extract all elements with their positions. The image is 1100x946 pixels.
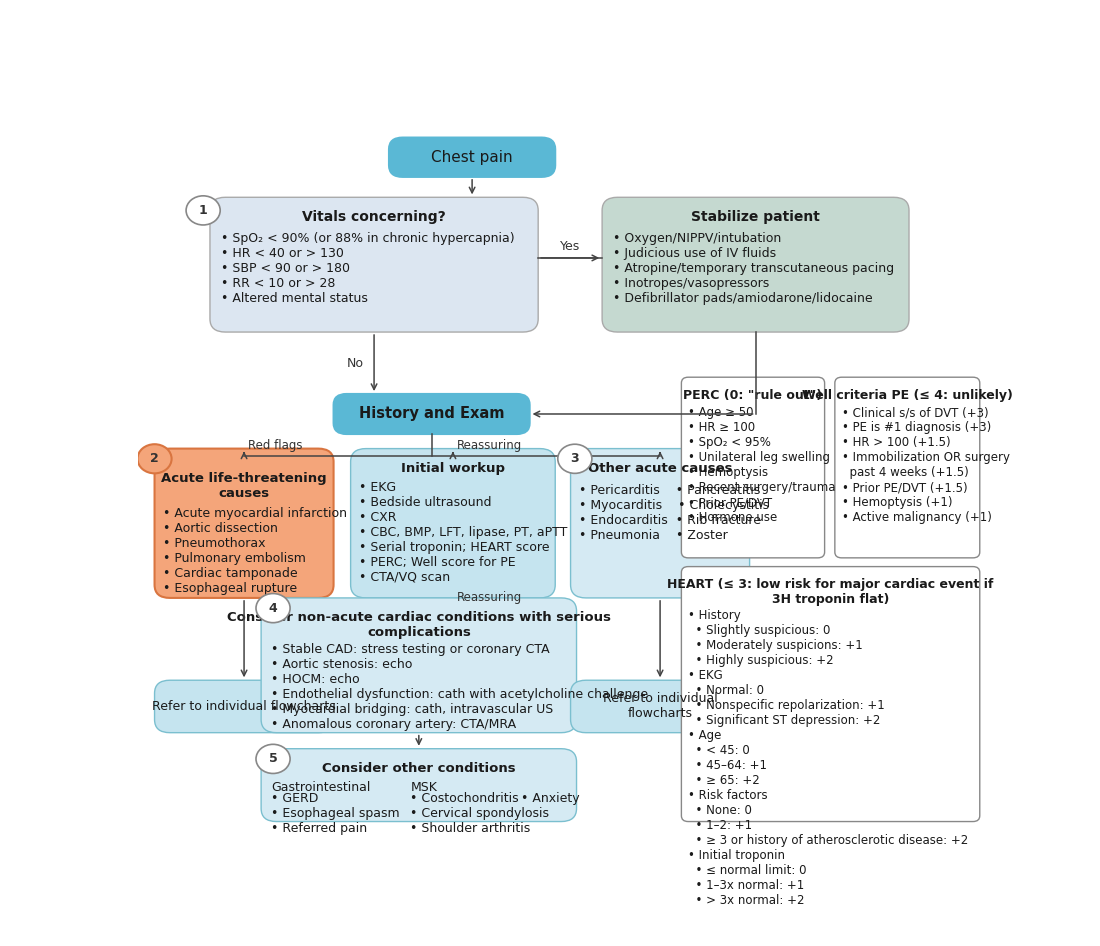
- Text: • Stable CAD: stress testing or coronary CTA
• Aortic stenosis: echo
• HOCM: ech: • Stable CAD: stress testing or coronary…: [272, 643, 649, 731]
- Text: Consider non-acute cardiac conditions with serious
complications: Consider non-acute cardiac conditions wi…: [227, 611, 611, 639]
- Text: 1: 1: [199, 204, 208, 217]
- Text: • Clinical s/s of DVT (+3)
• PE is #1 diagnosis (+3)
• HR > 100 (+1.5)
• Immobil: • Clinical s/s of DVT (+3) • PE is #1 di…: [842, 407, 1010, 524]
- Text: • Pericarditis    • Pancreatitis
• Myocarditis    • Cholecystitis
• Endocarditis: • Pericarditis • Pancreatitis • Myocardi…: [579, 483, 769, 541]
- FancyBboxPatch shape: [154, 448, 333, 598]
- Text: • GERD
• Esophageal spasm
• Referred pain: • GERD • Esophageal spasm • Referred pai…: [272, 793, 400, 835]
- Text: PERC (0: "rule out"): PERC (0: "rule out"): [683, 389, 823, 402]
- Text: 4: 4: [268, 602, 277, 615]
- Circle shape: [138, 445, 172, 473]
- Text: • Oxygen/NIPPV/intubation
• Judicious use of IV fluids
• Atropine/temporary tran: • Oxygen/NIPPV/intubation • Judicious us…: [613, 233, 894, 306]
- FancyBboxPatch shape: [835, 377, 980, 558]
- Text: Reassuring: Reassuring: [458, 439, 522, 452]
- Text: 5: 5: [268, 752, 277, 765]
- Text: Chest pain: Chest pain: [431, 149, 513, 165]
- Text: History and Exam: History and Exam: [359, 407, 505, 422]
- FancyBboxPatch shape: [333, 394, 530, 434]
- FancyBboxPatch shape: [571, 680, 749, 732]
- Text: • Anxiety: • Anxiety: [521, 793, 580, 805]
- Text: HEART (≤ 3: low risk for major cardiac event if
3H troponin flat): HEART (≤ 3: low risk for major cardiac e…: [668, 578, 993, 606]
- Text: Initial workup: Initial workup: [400, 462, 505, 475]
- Text: 2: 2: [151, 452, 158, 465]
- FancyBboxPatch shape: [681, 567, 980, 821]
- Circle shape: [558, 445, 592, 473]
- Text: Red flags: Red flags: [249, 439, 302, 452]
- Text: Acute life-threatening
causes: Acute life-threatening causes: [162, 472, 327, 499]
- Text: • Age ≥ 50
• HR ≥ 100
• SpO₂ < 95%
• Unilateral leg swelling
• Hemoptysis
• Rece: • Age ≥ 50 • HR ≥ 100 • SpO₂ < 95% • Uni…: [689, 407, 836, 524]
- FancyBboxPatch shape: [602, 198, 909, 332]
- Text: Vitals concerning?: Vitals concerning?: [302, 210, 446, 224]
- Text: • History
  • Slightly suspicious: 0
  • Moderately suspicions: +1
  • Highly su: • History • Slightly suspicious: 0 • Mod…: [689, 609, 968, 907]
- Text: Gastrointestinal: Gastrointestinal: [272, 780, 371, 794]
- FancyBboxPatch shape: [261, 748, 576, 821]
- Text: Reassuring: Reassuring: [458, 591, 522, 604]
- FancyBboxPatch shape: [351, 448, 556, 598]
- Text: • EKG
• Bedside ultrasound
• CXR
• CBC, BMP, LFT, lipase, PT, aPTT
• Serial trop: • EKG • Bedside ultrasound • CXR • CBC, …: [359, 481, 568, 584]
- Text: MSK: MSK: [410, 780, 437, 794]
- FancyBboxPatch shape: [261, 598, 576, 732]
- Text: No: No: [346, 357, 364, 370]
- FancyBboxPatch shape: [389, 137, 556, 177]
- Text: • Costochondritis
• Cervical spondylosis
• Shoulder arthritis: • Costochondritis • Cervical spondylosis…: [410, 793, 549, 835]
- FancyBboxPatch shape: [571, 448, 749, 598]
- Circle shape: [256, 593, 290, 622]
- FancyBboxPatch shape: [210, 198, 538, 332]
- Text: 3: 3: [571, 452, 579, 465]
- Circle shape: [186, 196, 220, 225]
- FancyBboxPatch shape: [681, 377, 825, 558]
- Text: Stabilize patient: Stabilize patient: [691, 210, 820, 224]
- Text: Refer to individual
flowcharts: Refer to individual flowcharts: [603, 692, 717, 721]
- Text: • Acute myocardial infarction
• Aortic dissection
• Pneumothorax
• Pulmonary emb: • Acute myocardial infarction • Aortic d…: [163, 507, 348, 595]
- Text: • SpO₂ < 90% (or 88% in chronic hypercapnia)
• HR < 40 or > 130
• SBP < 90 or > : • SpO₂ < 90% (or 88% in chronic hypercap…: [221, 233, 515, 306]
- Text: Refer to individual flowcharts: Refer to individual flowcharts: [152, 700, 336, 713]
- Text: Other acute causes: Other acute causes: [587, 462, 733, 475]
- Text: Yes: Yes: [560, 240, 581, 253]
- Circle shape: [256, 745, 290, 774]
- FancyBboxPatch shape: [154, 680, 333, 732]
- Text: Well criteria PE (≤ 4: unlikely): Well criteria PE (≤ 4: unlikely): [802, 389, 1013, 402]
- Text: Consider other conditions: Consider other conditions: [322, 762, 516, 775]
